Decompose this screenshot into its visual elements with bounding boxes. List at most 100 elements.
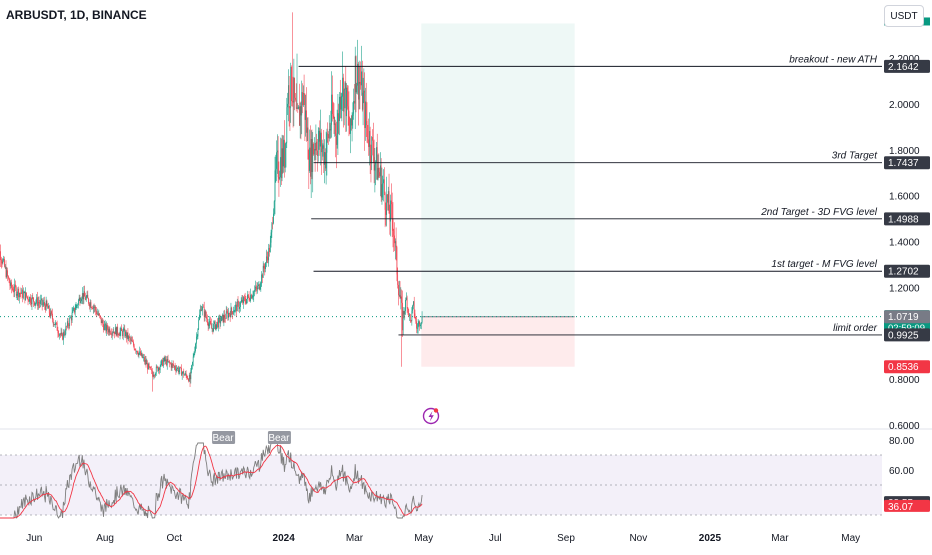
candle-body xyxy=(344,89,345,111)
candle-body xyxy=(265,263,266,269)
candle-body xyxy=(16,287,17,295)
candle-body xyxy=(279,177,280,179)
candle-body xyxy=(74,308,75,313)
candle-body xyxy=(150,367,151,369)
candle-body xyxy=(190,375,191,379)
candle-body xyxy=(294,78,295,98)
candle-body xyxy=(382,184,383,197)
candle-body xyxy=(319,131,320,142)
position-box[interactable] xyxy=(0,23,882,366)
candle-body xyxy=(272,223,273,224)
candle-body xyxy=(117,327,118,334)
candle-body xyxy=(25,292,26,300)
candle-body xyxy=(276,152,277,169)
candle-body xyxy=(359,82,360,100)
candle-body xyxy=(401,297,402,303)
candle-body xyxy=(17,294,18,296)
candle-body xyxy=(172,364,173,368)
candle-body xyxy=(67,321,68,326)
candle-body xyxy=(303,93,304,105)
candle-body xyxy=(42,299,43,305)
candle-body xyxy=(50,311,51,316)
candle-body xyxy=(207,319,208,324)
candle-body xyxy=(79,298,80,301)
price-badge-label: 2.1642 xyxy=(888,62,919,73)
candle-body xyxy=(15,285,16,288)
candle-body xyxy=(181,368,182,376)
candle-body xyxy=(209,321,210,324)
candle-body xyxy=(367,121,368,125)
candle-body xyxy=(309,148,310,171)
candle-body xyxy=(410,314,411,320)
candle-body xyxy=(311,139,312,177)
candle-body xyxy=(49,306,50,313)
candle-body xyxy=(301,92,302,115)
candle-body xyxy=(83,293,84,299)
candle-body xyxy=(194,351,195,354)
candle-body xyxy=(27,297,28,298)
candle-body xyxy=(213,328,214,331)
candle-body xyxy=(196,337,197,344)
candle-body xyxy=(95,307,96,308)
candle-body xyxy=(395,241,396,243)
price-axis[interactable]: 2.20002.00001.80001.60001.40001.20000.80… xyxy=(884,17,930,431)
candle-body xyxy=(192,362,193,365)
candle-body xyxy=(145,360,146,362)
candle-body xyxy=(256,287,257,288)
candle-body xyxy=(14,292,15,293)
currency-button[interactable]: USDT xyxy=(884,5,924,27)
candle-body xyxy=(308,128,309,160)
candle-body xyxy=(216,322,217,324)
candle-body xyxy=(19,293,20,297)
candle-body xyxy=(82,293,83,298)
candle-body xyxy=(113,333,114,334)
candle-body xyxy=(155,374,156,376)
candle-body xyxy=(126,332,127,338)
candle-body xyxy=(271,232,272,242)
candle-body xyxy=(109,329,110,334)
candle-body xyxy=(68,321,69,325)
candle-body xyxy=(129,336,130,338)
candle-body xyxy=(227,311,228,312)
candle-body xyxy=(369,131,370,147)
candle-body xyxy=(131,340,132,341)
candle-body xyxy=(331,95,332,125)
candle-body xyxy=(409,314,410,315)
lightning-icon[interactable] xyxy=(424,408,439,423)
candle-body xyxy=(141,353,142,355)
position-loss-zone[interactable] xyxy=(421,317,574,367)
candle-body xyxy=(232,311,233,314)
candle-body xyxy=(237,302,238,312)
candle-body xyxy=(418,324,419,328)
candle-body xyxy=(4,259,5,267)
candle-body xyxy=(312,139,313,172)
candle-body xyxy=(268,248,269,260)
candle-body xyxy=(408,308,409,309)
candle-body xyxy=(21,293,22,294)
candle-body xyxy=(224,315,225,322)
candle-body xyxy=(177,368,178,369)
candle-body xyxy=(227,312,228,317)
candle-body xyxy=(84,291,85,299)
candle-body xyxy=(144,357,145,362)
candle-body xyxy=(72,313,73,321)
candle-body xyxy=(235,305,236,307)
candle-body xyxy=(358,64,359,100)
position-profit-zone[interactable] xyxy=(421,23,574,316)
candle-body xyxy=(286,107,287,142)
candle-body xyxy=(22,290,23,298)
time-tick-label: May xyxy=(414,533,433,544)
candle-body xyxy=(230,314,231,317)
candle-body xyxy=(193,357,194,362)
candle-body xyxy=(370,131,371,155)
candle-body xyxy=(310,148,311,177)
candle-body xyxy=(411,320,412,321)
candle-body xyxy=(58,331,59,333)
candle-body xyxy=(188,379,189,381)
candle-body xyxy=(223,315,224,322)
candle-body xyxy=(191,365,192,370)
